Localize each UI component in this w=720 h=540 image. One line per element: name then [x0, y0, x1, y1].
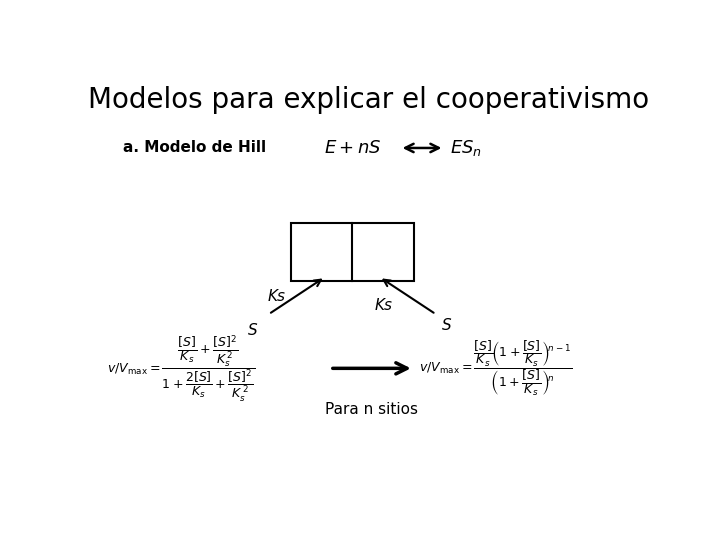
Text: Modelos para explicar el cooperativismo: Modelos para explicar el cooperativismo — [89, 85, 649, 113]
Text: S: S — [248, 322, 258, 338]
Text: $v/V_{\max} = \dfrac{\dfrac{[S]}{K_s}\!\left(1+\dfrac{[S]}{K_s}\right)^{\!n-1}}{: $v/V_{\max} = \dfrac{\dfrac{[S]}{K_s}\!\… — [419, 339, 572, 399]
Text: Ks: Ks — [267, 289, 285, 305]
Text: a. Modelo de Hill: a. Modelo de Hill — [124, 140, 266, 156]
Text: Para n sitios: Para n sitios — [325, 402, 418, 417]
Text: $ES_n$: $ES_n$ — [450, 138, 482, 158]
Bar — [291, 223, 413, 281]
Text: Ks: Ks — [374, 298, 392, 313]
Text: $v/V_{\max} = \dfrac{\dfrac{[S]}{K_s} + \dfrac{[S]^2}{K_s^{\,2}}}{1 + \dfrac{2[S: $v/V_{\max} = \dfrac{\dfrac{[S]}{K_s} + … — [107, 333, 255, 404]
Text: $E + nS$: $E + nS$ — [324, 139, 382, 157]
Text: S: S — [441, 319, 451, 333]
